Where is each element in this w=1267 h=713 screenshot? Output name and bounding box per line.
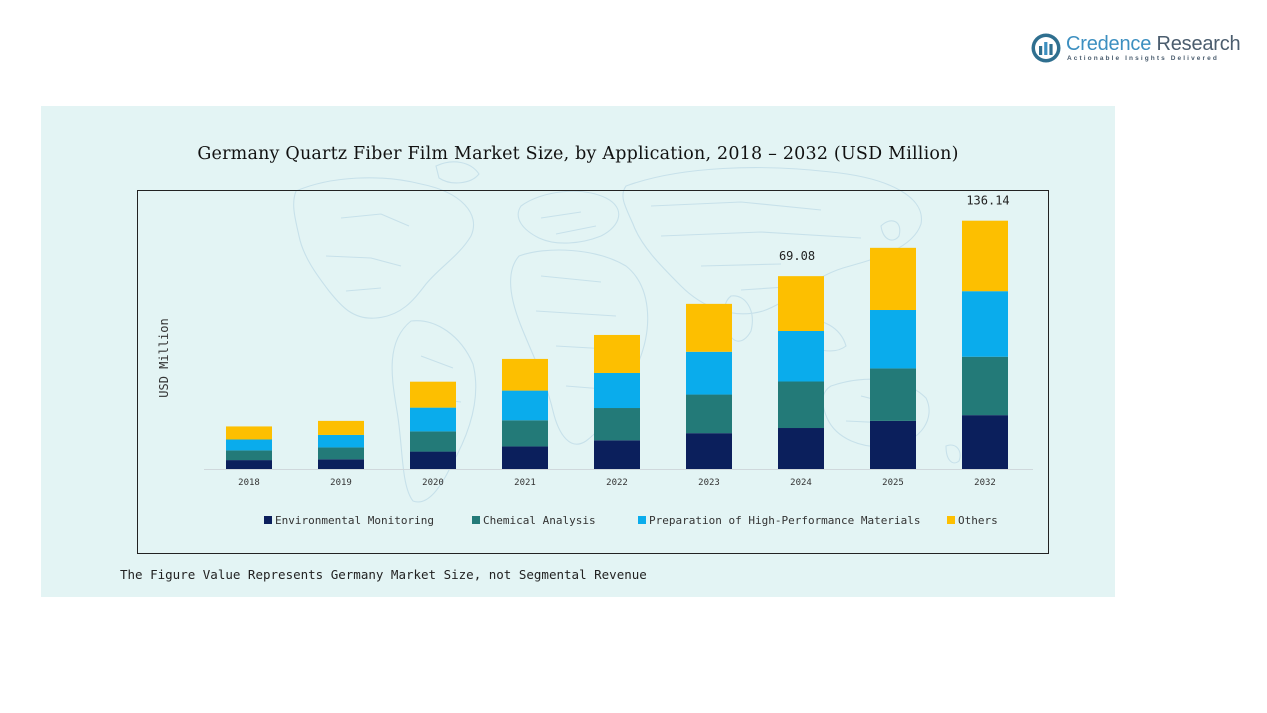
x-tick-label-2024: 2024 [790, 478, 812, 488]
bar-environmental-monitoring-2022 [594, 440, 640, 469]
bar-others-2032 [962, 220, 1008, 292]
plot-frame [137, 190, 1049, 554]
bar-others-2019 [318, 420, 364, 435]
bar-environmental-monitoring-2024 [778, 428, 824, 469]
x-tick-label-2023: 2023 [698, 478, 720, 488]
bar-chemical-analysis-2023 [686, 394, 732, 434]
brand-name: Credence Research [1066, 33, 1241, 56]
bar-others-2021 [502, 358, 548, 391]
bar-chemical-analysis-2032 [962, 356, 1008, 416]
legend-label-environmental-monitoring: Environmental Monitoring [275, 514, 434, 527]
legend-label-others: Others [958, 514, 998, 527]
brand-logo: Credence Research Actionable Insights De… [1030, 32, 1241, 66]
bar-environmental-monitoring-2025 [870, 420, 916, 469]
bar-others-2024 [778, 276, 824, 331]
bar-chemical-analysis-2021 [502, 420, 548, 447]
bar-chemical-analysis-2020 [410, 431, 456, 452]
bar-preparation-of-high-performance-materials-2021 [502, 390, 548, 421]
x-tick-label-2019: 2019 [330, 478, 352, 488]
x-tick-label-2025: 2025 [882, 478, 904, 488]
legend-swatch-preparation-of-high-performance-materials [638, 516, 646, 524]
bar-preparation-of-high-performance-materials-2024 [778, 330, 824, 382]
x-tick-label-2021: 2021 [514, 478, 536, 488]
bar-others-2018 [226, 426, 272, 440]
bar-others-2020 [410, 381, 456, 408]
x-tick-label-2022: 2022 [606, 478, 628, 488]
bar-preparation-of-high-performance-materials-2023 [686, 351, 732, 395]
bar-others-2022 [594, 334, 640, 373]
bar-chemical-analysis-2018 [226, 450, 272, 461]
bar-environmental-monitoring-2023 [686, 433, 732, 469]
data-label-2024: 69.08 [779, 249, 815, 263]
bar-environmental-monitoring-2032 [962, 415, 1008, 469]
chart-title: Germany Quartz Fiber Film Market Size, b… [197, 144, 959, 164]
bar-preparation-of-high-performance-materials-2019 [318, 434, 364, 448]
legend-label-chemical-analysis: Chemical Analysis [483, 514, 596, 527]
legend-label-preparation-of-high-performance-materials: Preparation of High-Performance Material… [649, 514, 921, 527]
bar-preparation-of-high-performance-materials-2022 [594, 372, 640, 409]
bar-environmental-monitoring-2018 [226, 460, 272, 469]
chart-panel: Germany Quartz Fiber Film Market Size, b… [41, 106, 1115, 597]
x-tick-label-2032: 2032 [974, 478, 996, 488]
bar-chemical-analysis-2022 [594, 408, 640, 441]
legend-swatch-environmental-monitoring [264, 516, 272, 524]
bar-preparation-of-high-performance-materials-2020 [410, 407, 456, 432]
bar-chemical-analysis-2024 [778, 381, 824, 429]
bar-preparation-of-high-performance-materials-2025 [870, 310, 916, 369]
x-tick-label-2020: 2020 [422, 478, 444, 488]
x-tick-label-2018: 2018 [238, 478, 260, 488]
footnote: The Figure Value Represents Germany Mark… [120, 567, 647, 582]
stacked-bar-chart: USD Million 2018 2019 2020 2021 2022 2023 2024 6… [157, 194, 1033, 527]
y-axis-label: USD Million [157, 318, 171, 397]
bar-chemical-analysis-2019 [318, 447, 364, 460]
bar-others-2023 [686, 303, 732, 352]
bar-others-2025 [870, 247, 916, 311]
legend-swatch-others [947, 516, 955, 524]
bar-environmental-monitoring-2019 [318, 459, 364, 469]
brand-name-part2: Research [1156, 33, 1241, 55]
brand-name-part1: Credence [1066, 33, 1152, 55]
credence-logo-icon [1031, 33, 1061, 63]
bar-environmental-monitoring-2021 [502, 446, 548, 469]
legend-swatch-chemical-analysis [472, 516, 480, 524]
bar-chemical-analysis-2025 [870, 368, 916, 421]
data-label-2032: 136.14 [966, 194, 1009, 208]
bar-preparation-of-high-performance-materials-2018 [226, 439, 272, 451]
bar-environmental-monitoring-2020 [410, 451, 456, 469]
brand-tagline: Actionable Insights Delivered [1067, 55, 1219, 62]
bar-preparation-of-high-performance-materials-2032 [962, 291, 1008, 357]
